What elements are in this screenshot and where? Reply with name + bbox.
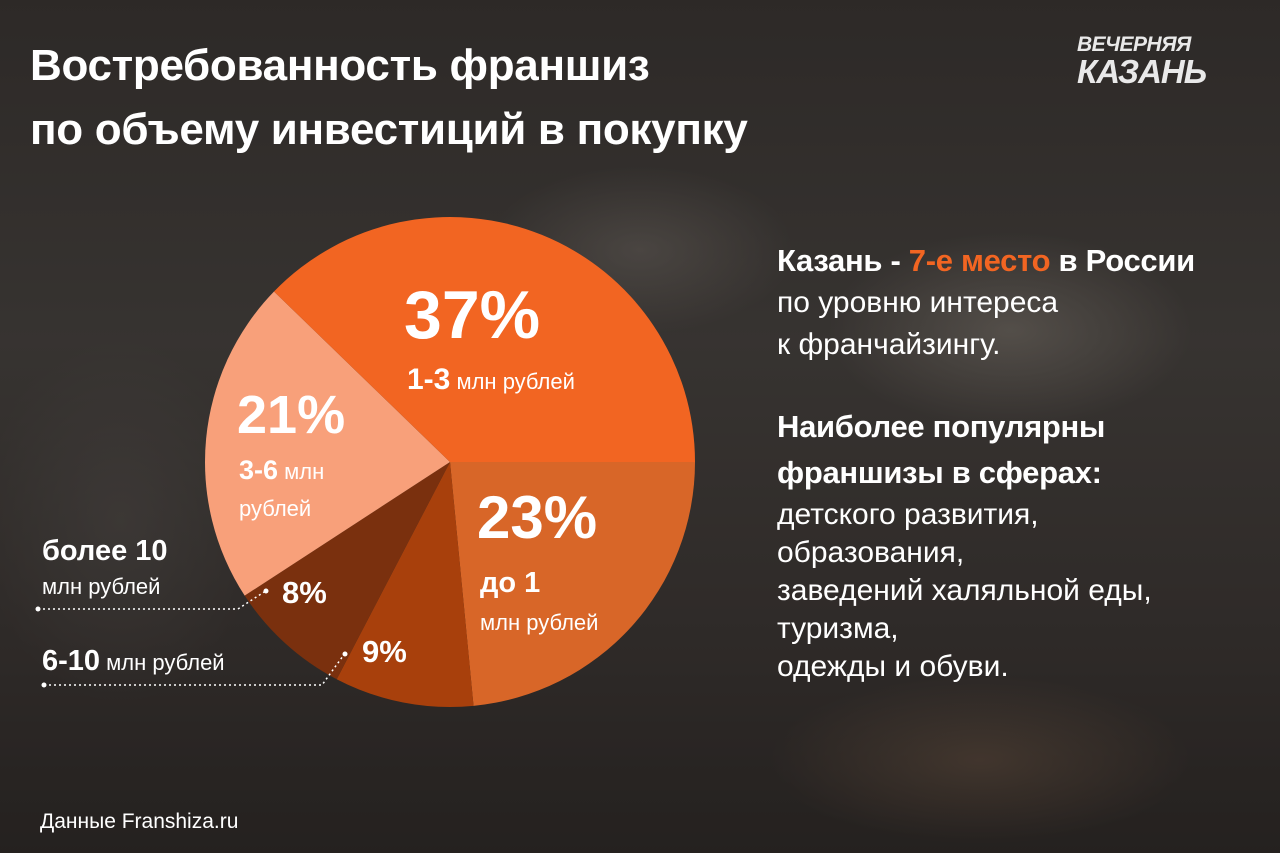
sphere-item: образования, bbox=[777, 536, 965, 569]
cat-label-1-3: 1-3 млн рублей bbox=[407, 363, 575, 396]
leader-dot-over-10-start bbox=[35, 606, 41, 612]
title-line-2: по объему инвестиций в покупку bbox=[30, 105, 748, 154]
cat-label-under-1-line2: млн рублей bbox=[480, 610, 598, 635]
headline-rank: 7-е место bbox=[908, 243, 1051, 278]
title-line-1: Востребованность франшиз bbox=[30, 41, 650, 90]
cat-label-6-10: 6-10 млн рублей bbox=[42, 645, 225, 677]
pie-slice-s8 bbox=[244, 462, 450, 680]
pie-slice-s37 bbox=[274, 216, 695, 462]
sphere-item: заведений халяльной еды, bbox=[777, 574, 1152, 607]
pie-slices bbox=[204, 216, 695, 708]
cat-label-over-10-line1: более 10 bbox=[42, 535, 168, 567]
pct-label-1-3: 37% bbox=[404, 277, 540, 353]
cat-label-3-6-line1: 3-6 млн bbox=[239, 455, 324, 485]
leader-dot-over-10-end bbox=[263, 588, 269, 594]
rank-subtext-line-1: по уровню интереса bbox=[777, 286, 1059, 319]
cat-label-6-10-bold: 6-10 bbox=[42, 645, 100, 677]
popular-title-line-2: франшизы в сферах: bbox=[777, 455, 1102, 490]
cat-label-1-3-rest: млн рублей bbox=[450, 369, 575, 394]
pct-label-6-10: 9% bbox=[362, 634, 407, 669]
leader-line-over-10 bbox=[38, 591, 265, 610]
cat-label-1-3-bold: 1-3 bbox=[407, 363, 450, 396]
pie-slice-s9 bbox=[336, 462, 474, 708]
pie-slice-s23 bbox=[450, 462, 695, 706]
leader-dot-6-10-end bbox=[342, 651, 348, 657]
logo-line-2: КАЗАНЬ bbox=[1077, 53, 1207, 90]
leader-dot-6-10-start bbox=[41, 682, 47, 688]
sphere-item: одежды и обуви. bbox=[777, 650, 1009, 683]
pct-label-3-6: 21% bbox=[237, 385, 345, 445]
pct-label-over-10: 8% bbox=[282, 575, 327, 610]
cat-label-under-1-line1: до 1 bbox=[480, 567, 540, 599]
headline-suffix: в России bbox=[1050, 243, 1196, 278]
cat-label-over-10-line2: млн рублей bbox=[42, 574, 160, 599]
sphere-item: детского развития, bbox=[777, 498, 1039, 531]
kazan-rank-headline: Казань - 7-е место в России bbox=[777, 240, 1267, 282]
cat-label-6-10-rest: млн рублей bbox=[100, 650, 225, 675]
pct-label-under-1: 23% bbox=[477, 484, 597, 551]
cat-label-3-6-bold: 3-6 bbox=[239, 455, 278, 485]
data-source-note: Данные Franshiza.ru bbox=[40, 810, 239, 833]
vechernyaya-kazan-logo: ВЕЧЕРНЯЯ КАЗАНЬ bbox=[1077, 34, 1237, 92]
popular-title-line-1: Наиболее популярны bbox=[777, 409, 1106, 444]
leader-line-6-10 bbox=[44, 655, 344, 686]
cat-label-3-6-rest: млн bbox=[278, 459, 324, 484]
rank-subtext-line-2: к франчайзингу. bbox=[777, 328, 1001, 361]
headline-prefix: Казань - bbox=[777, 243, 909, 278]
spheres-list: детского развития, образования, заведени… bbox=[777, 496, 1267, 686]
infographic-title: Востребованность франшиз по объему инвес… bbox=[30, 34, 890, 162]
sphere-item: туризма, bbox=[777, 612, 899, 645]
cat-label-3-6-line2: рублей bbox=[239, 496, 311, 521]
pie-slice-s21 bbox=[204, 291, 450, 596]
info-panel: Казань - 7-е место в России по уровню ин… bbox=[777, 240, 1267, 686]
logo-line-1: ВЕЧЕРНЯЯ bbox=[1077, 33, 1191, 56]
